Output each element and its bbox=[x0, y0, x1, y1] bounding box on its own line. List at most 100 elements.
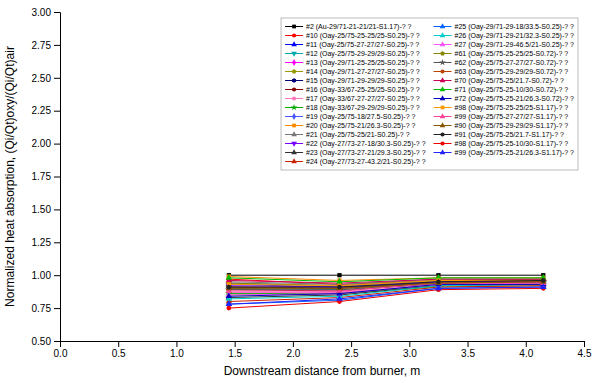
legend-marker bbox=[292, 33, 296, 37]
legend-label: #15 (Oay-29/71-29-29/29-S0.25)-? ? bbox=[306, 77, 420, 85]
legend-marker bbox=[440, 149, 446, 154]
x-axis: 0.00.51.01.52.02.53.03.54.04.5 bbox=[54, 341, 592, 359]
marker bbox=[541, 278, 546, 283]
legend-label: #71 (Oay-25/75-25-10/30-S0.72)-? ? bbox=[455, 86, 569, 94]
tick-label: 1.50 bbox=[32, 204, 52, 215]
legend-marker bbox=[292, 69, 297, 73]
series-group bbox=[225, 273, 547, 310]
series bbox=[227, 273, 546, 277]
marker bbox=[226, 306, 231, 311]
legend: #2 (Au-29/71-21-21/21-S1.17)-? ?#10 (Oay… bbox=[281, 18, 578, 170]
legend-box bbox=[281, 18, 578, 170]
tick-label: 3.0 bbox=[403, 348, 417, 359]
tick-mark bbox=[54, 45, 60, 46]
marker bbox=[336, 285, 342, 291]
tick-mark bbox=[54, 12, 60, 13]
plot: 0.00.51.01.52.02.53.03.54.04.50.500.751.… bbox=[32, 7, 592, 359]
tick-label: 2.50 bbox=[32, 73, 52, 84]
legend-label: #26 (Oay-29/71-29-21/32.3-S0.25)-? ? bbox=[455, 32, 575, 40]
axis-line bbox=[54, 13, 61, 342]
marker bbox=[435, 279, 441, 285]
legend-marker bbox=[440, 132, 444, 136]
legend-marker bbox=[292, 78, 296, 83]
legend-entry: #98 (Oay-25/75-25-10/30-S1.17)-? ? bbox=[434, 140, 569, 148]
tick: 1.25 bbox=[32, 237, 60, 248]
legend-entry: #22 (Oay-27/73-27-18/30.3-S0.25)-? ? bbox=[285, 140, 426, 148]
line bbox=[229, 288, 543, 308]
line bbox=[229, 287, 543, 304]
tick-mark bbox=[351, 341, 352, 347]
legend-marker bbox=[292, 124, 296, 128]
marker bbox=[541, 278, 545, 282]
marker bbox=[436, 279, 441, 284]
legend-marker bbox=[291, 158, 297, 163]
legend-entry: #26 (Oay-29/71-29-21/32.3-S0.25)-? ? bbox=[434, 32, 575, 40]
legend-label: #91 (Oay-25/75-25/21.7-S1.17)-? ? bbox=[455, 131, 564, 139]
tick-mark bbox=[54, 242, 60, 243]
legend-entry: #24 (Oay-27/73-27-43.2/21-S0.25)-? ? bbox=[285, 158, 426, 166]
legend-marker bbox=[291, 52, 297, 57]
tick-label: 0.0 bbox=[54, 348, 68, 359]
legend-label: #21 (Oay-25/75-25/21-S0.25)-? ? bbox=[306, 131, 410, 139]
legend-entry: #14 (Oay-29/71-27-27/27-S0.25)-? ? bbox=[285, 68, 420, 76]
tick-label: 1.0 bbox=[170, 348, 184, 359]
series bbox=[226, 286, 545, 311]
legend-label: #61 (Oay-25/75-25-25/25-S0.72)-? ? bbox=[455, 50, 569, 58]
legend-entry: #18 (Oay-33/67-29-29/29-S0.25)-? ? bbox=[285, 104, 420, 112]
legend-entry: #27 (Oay-29/71-29-46.5/21-S0.25)-? ? bbox=[434, 41, 575, 49]
legend-marker bbox=[440, 51, 445, 55]
tick-label: 0.75 bbox=[32, 303, 52, 314]
legend-marker bbox=[440, 113, 446, 118]
legend-entry: #98 (Oay-25/75-25-25/25-S1.17)-? ? bbox=[434, 104, 569, 112]
tick: 3.5 bbox=[461, 341, 475, 359]
chart: 0.00.51.01.52.02.53.03.54.04.50.500.751.… bbox=[0, 0, 598, 383]
legend-label: #22 (Oay-27/73-27-18/30.3-S0.25)-? ? bbox=[306, 140, 426, 148]
tick-mark bbox=[54, 177, 60, 178]
marker bbox=[541, 278, 546, 283]
tick: 2.0 bbox=[286, 341, 300, 359]
tick-mark bbox=[54, 308, 60, 309]
tick: 0.0 bbox=[54, 341, 68, 359]
tick-mark bbox=[54, 111, 60, 112]
tick-label: 2.0 bbox=[286, 348, 300, 359]
legend-marker bbox=[440, 32, 446, 37]
tick-label: 2.75 bbox=[32, 40, 52, 51]
line bbox=[229, 275, 543, 276]
legend-label: #25 (Oay-29/71-29-18/33.5-S0.25)-? ? bbox=[455, 23, 575, 31]
legend-label: #90 (Oay-25/75-29-29/29-S1.17)-? ? bbox=[455, 122, 569, 130]
marker bbox=[226, 293, 232, 299]
legend-label: #98 (Oay-25/75-25-25/25-S1.17)-? ? bbox=[455, 104, 569, 112]
tick: 0.5 bbox=[112, 341, 126, 359]
tick-label: 0.5 bbox=[112, 348, 126, 359]
legend-label: #24 (Oay-27/73-27-43.2/21-S0.25)-? ? bbox=[306, 158, 426, 166]
marker bbox=[337, 285, 342, 290]
legend-entry: #13 (Oay-29/71-25-25/25-S0.25)-? ? bbox=[285, 59, 420, 67]
marker bbox=[541, 278, 546, 283]
legend-label: #2 (Au-29/71-21-21/21-S1.17)-? ? bbox=[306, 23, 412, 31]
legend-entry: #70 (Oay-25/75-25/21.7-S0.72)-? ? bbox=[434, 77, 564, 85]
tick: 0.75 bbox=[32, 303, 60, 314]
legend-entry: #99 (Oay-25/75-27-27/27-S1.17)-? ? bbox=[434, 113, 569, 121]
marker bbox=[540, 283, 546, 289]
legend-marker bbox=[440, 86, 446, 91]
legend-entry: #99 (Oay-25/75-25-21/26.3-S1.17)-? ? bbox=[434, 149, 575, 157]
marker bbox=[336, 295, 342, 301]
legend-marker bbox=[292, 59, 296, 66]
legend-label: #10 (Oay-25/75-25-25/25-S0.25)-? ? bbox=[306, 32, 420, 40]
tick-mark bbox=[526, 341, 527, 347]
legend-marker bbox=[440, 122, 446, 127]
legend-marker bbox=[291, 104, 298, 110]
marker bbox=[226, 300, 232, 306]
tick-label: 4.5 bbox=[578, 348, 592, 359]
tick-mark bbox=[584, 341, 585, 347]
legend-entry: #62 (Oay-25/75-27-27/27-S0.72)-? ? bbox=[434, 59, 569, 67]
legend-label: #13 (Oay-29/71-25-25/25-S0.25)-? ? bbox=[306, 59, 420, 67]
legend-entry: #16 (Oay-33/67-25-25/25-S0.25)-? ? bbox=[285, 86, 420, 94]
legend-entry: #25 (Oay-29/71-29-18/33.5-S0.25)-? ? bbox=[434, 23, 575, 31]
legend-marker bbox=[291, 41, 297, 46]
legend-label: #14 (Oay-29/71-27-27/27-S0.25)-? ? bbox=[306, 68, 420, 76]
legend-label: #62 (Oay-25/75-27-27/27-S0.72)-? ? bbox=[455, 59, 569, 67]
tick-label: 1.5 bbox=[228, 348, 242, 359]
legend-label: #98 (Oay-25/75-25-10/30-S1.17)-? ? bbox=[455, 140, 569, 148]
tick-label: 4.0 bbox=[519, 348, 533, 359]
